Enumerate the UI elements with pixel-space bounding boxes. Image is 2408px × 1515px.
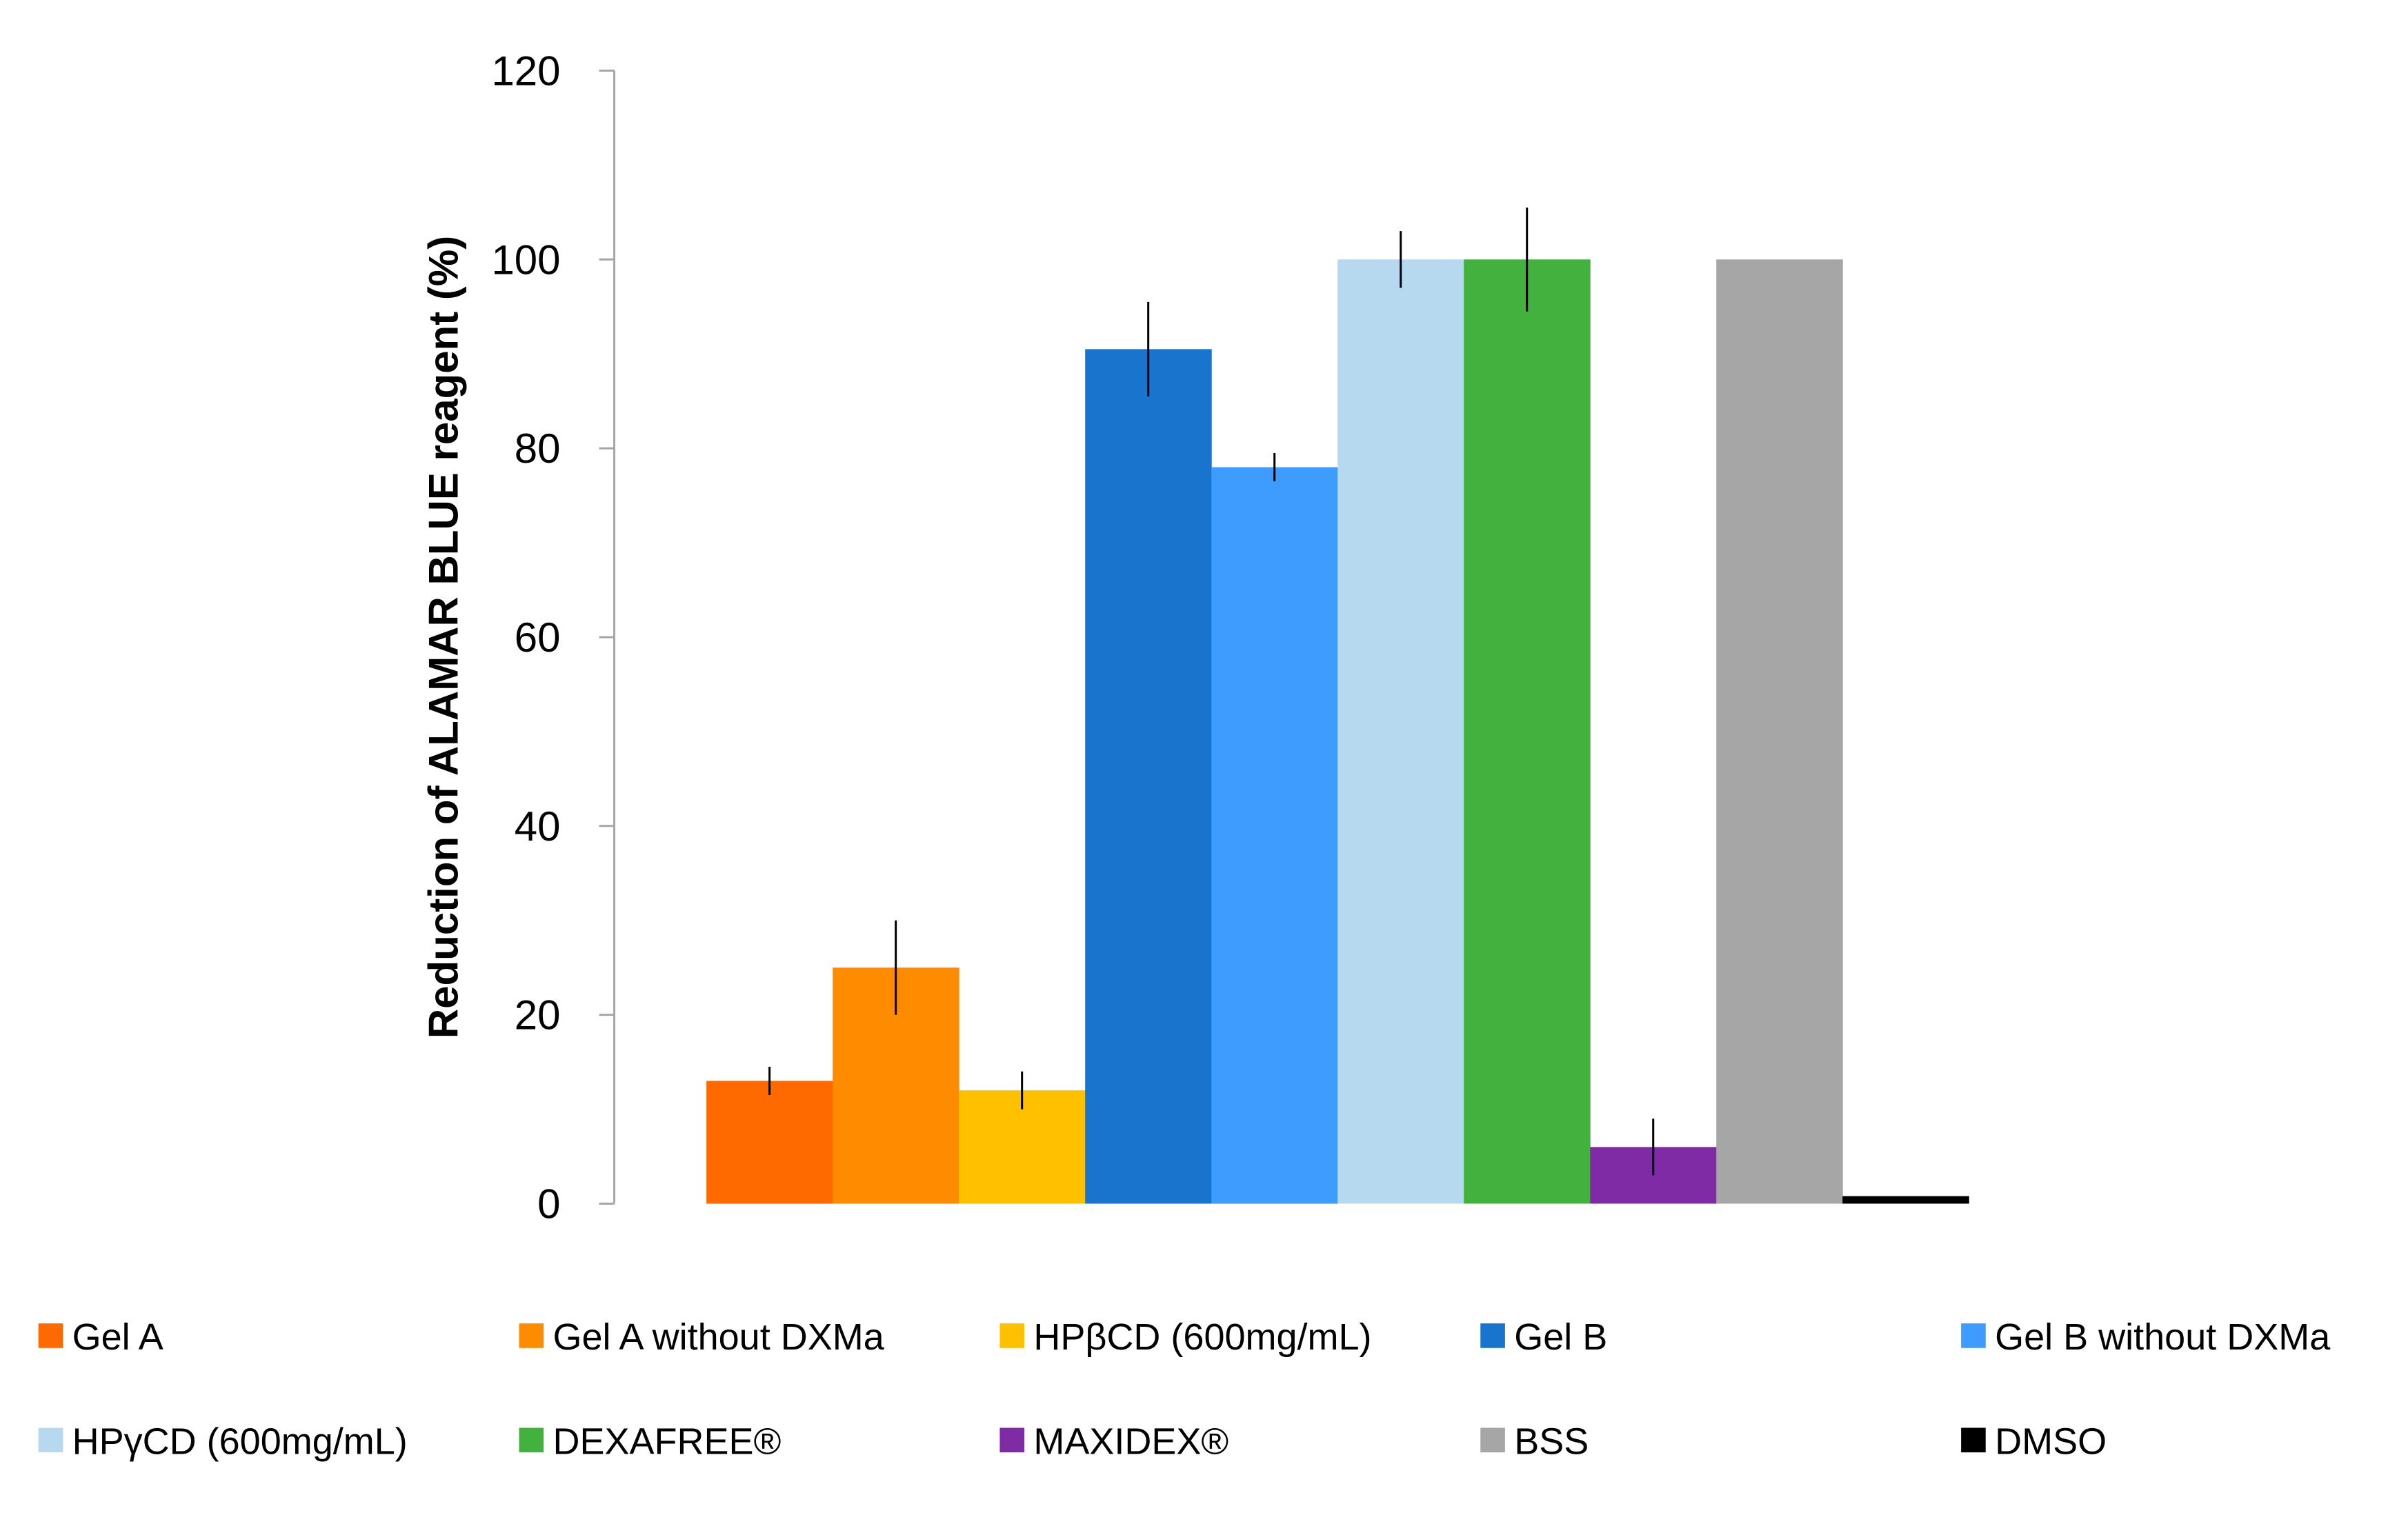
legend-item: Gel B without DXMa xyxy=(1961,1316,2331,1358)
y-axis-title: Reduction of ALAMAR BLUE reagent (%) xyxy=(420,236,466,1039)
bar xyxy=(1842,1196,1969,1204)
legend-swatch xyxy=(1961,1323,1986,1348)
bar xyxy=(1464,259,1591,1204)
legend-label: Gel B xyxy=(1514,1316,1607,1358)
legend-label: HPγCD (600mg/mL) xyxy=(72,1421,408,1462)
error-bars xyxy=(768,207,1655,1176)
legend-label: Gel A xyxy=(72,1316,163,1358)
legend-item: Gel A xyxy=(38,1316,163,1358)
legend-swatch xyxy=(999,1323,1025,1348)
y-tick-label: 80 xyxy=(515,425,561,472)
legend-swatch xyxy=(1961,1427,1986,1453)
legend-item: Gel B xyxy=(1480,1316,1607,1358)
legend-item: HPβCD (600mg/mL) xyxy=(999,1316,1372,1358)
y-tick-label: 20 xyxy=(515,992,561,1039)
bar xyxy=(1716,259,1843,1204)
legend-item: MAXIDEX® xyxy=(999,1421,1228,1462)
legend-label: HPβCD (600mg/mL) xyxy=(1033,1316,1371,1358)
legend-swatch xyxy=(519,1427,544,1453)
bar xyxy=(706,1081,833,1204)
y-tick-label: 100 xyxy=(491,237,560,283)
bar xyxy=(1211,467,1338,1204)
y-tick-label: 0 xyxy=(537,1181,560,1227)
y-tick-label: 120 xyxy=(491,48,560,94)
legend-label: DMSO xyxy=(1995,1421,2107,1462)
legend-label: BSS xyxy=(1514,1421,1589,1462)
y-axis: 0 20 40 60 80 100 120 xyxy=(491,48,616,1227)
legend-swatch xyxy=(38,1323,63,1348)
legend-item: HPγCD (600mg/mL) xyxy=(38,1421,408,1462)
legend-swatch xyxy=(1480,1427,1505,1453)
legend-label: Gel B without DXMa xyxy=(1995,1316,2331,1358)
legend-swatch xyxy=(1480,1323,1505,1348)
bar xyxy=(1337,259,1464,1204)
legend-item: BSS xyxy=(1480,1421,1589,1462)
legend-label: Gel A without DXMa xyxy=(553,1316,885,1358)
legend-item: DMSO xyxy=(1961,1421,2107,1462)
legend-item: Gel A without DXMa xyxy=(519,1316,885,1358)
legend-item: DEXAFREE® xyxy=(519,1421,782,1462)
bars xyxy=(706,259,1969,1204)
y-tick-label: 60 xyxy=(515,614,561,661)
legend-label: DEXAFREE® xyxy=(553,1421,782,1462)
y-tick-label: 40 xyxy=(515,803,561,850)
legend-swatch xyxy=(38,1427,63,1453)
legend: Gel A Gel A without DXMa HPβCD (600mg/mL) G… xyxy=(38,1316,2331,1462)
legend-label: MAXIDEX® xyxy=(1033,1421,1228,1462)
legend-swatch xyxy=(999,1427,1025,1453)
legend-swatch xyxy=(519,1323,544,1348)
bar xyxy=(1085,349,1212,1204)
